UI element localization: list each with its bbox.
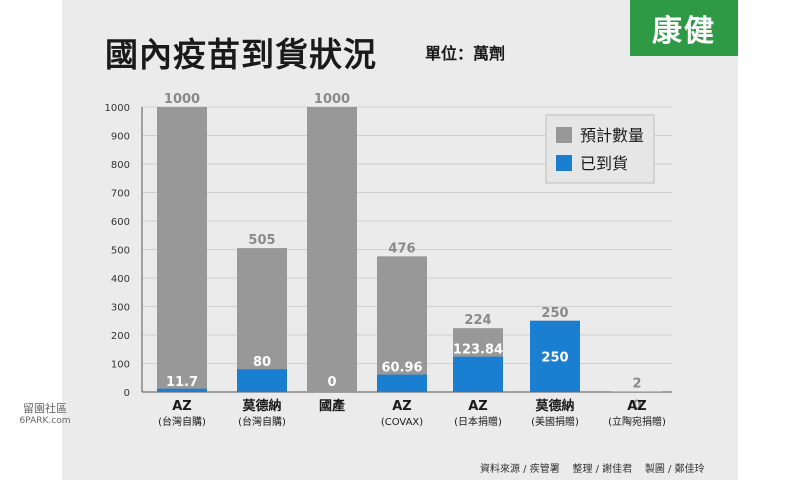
arrived-value-label: 11.7 — [166, 375, 198, 390]
category-label: 莫德納 — [534, 398, 574, 414]
legend-label-arrived: 已到貨 — [580, 154, 628, 173]
category-label: AZ — [392, 399, 412, 414]
unit-label: 單位：萬劑 — [425, 44, 506, 63]
chart-title: 國內疫苗到貨狀況 — [105, 35, 377, 74]
planned-value-label: 1000 — [314, 92, 350, 107]
planned-value-label: 250 — [541, 306, 568, 321]
legend-box — [545, 114, 655, 184]
planned-value-label: 1000 — [164, 92, 200, 107]
y-tick-label: 900 — [111, 132, 130, 143]
y-tick-label: 600 — [111, 217, 130, 228]
arrived-bar — [377, 374, 427, 392]
planned-bar — [157, 107, 207, 392]
planned-bar — [612, 391, 662, 392]
category-label: 莫德納 — [241, 398, 281, 414]
planned-value-label: 505 — [248, 233, 275, 248]
bar-chart: 01002003004005006007008009001000100011.7… — [105, 92, 672, 428]
watermark: 留園社區 6PARK.com — [5, 402, 85, 428]
legend-label-planned: 預計數量 — [580, 126, 644, 145]
y-tick-label: 300 — [111, 303, 130, 314]
legend-swatch-arrived — [556, 155, 572, 171]
arrived-bar — [453, 356, 503, 392]
y-tick-label: 1000 — [105, 103, 130, 114]
watermark-line-1: 留園社區 — [23, 402, 67, 415]
arrived-value-label: 123.84 — [453, 343, 503, 358]
brand-logo: 康健 — [630, 0, 738, 56]
category-sublabel: (立陶宛捐贈) — [608, 415, 666, 428]
category-sublabel: (日本捐贈) — [454, 415, 502, 428]
arrived-bar — [157, 388, 207, 392]
planned-bar — [237, 248, 287, 392]
arrived-value-label: 250 — [541, 350, 568, 365]
category-sublabel: (COVAX) — [381, 417, 423, 428]
arrived-value-label: 0 — [632, 398, 641, 413]
arrived-bar — [530, 320, 580, 392]
category-label: AZ — [172, 399, 192, 414]
category-sublabel: (台灣自購) — [158, 415, 206, 428]
y-tick-label: 200 — [111, 331, 130, 342]
category-sublabel: (台灣自購) — [238, 415, 286, 428]
category-label: 國產 — [319, 398, 345, 414]
y-tick-label: 700 — [111, 189, 130, 200]
category-label: AZ — [627, 399, 647, 414]
source-credit: 資料來源 / 疾管署 整理 / 謝佳君 製圖 / 鄭佳玲 — [480, 464, 705, 475]
arrived-bar — [237, 369, 287, 392]
legend-swatch-planned — [556, 127, 572, 143]
planned-value-label: 2 — [632, 376, 641, 391]
y-tick-label: 500 — [111, 246, 130, 257]
arrived-value-label: 0 — [327, 375, 336, 390]
category-sublabel: (美國捐贈) — [531, 415, 579, 428]
watermark-line-2: 6PARK.com — [19, 416, 71, 426]
y-tick-label: 0 — [124, 388, 130, 399]
arrived-value-label: 60.96 — [381, 361, 422, 376]
planned-value-label: 224 — [464, 313, 491, 328]
y-tick-label: 800 — [111, 160, 130, 171]
y-tick-label: 400 — [111, 274, 130, 285]
planned-bar — [377, 256, 427, 392]
arrived-value-label: 80 — [253, 355, 271, 370]
planned-value-label: 476 — [388, 241, 415, 256]
y-tick-label: 100 — [111, 360, 130, 371]
planned-bar — [307, 107, 357, 392]
category-label: AZ — [468, 399, 488, 414]
